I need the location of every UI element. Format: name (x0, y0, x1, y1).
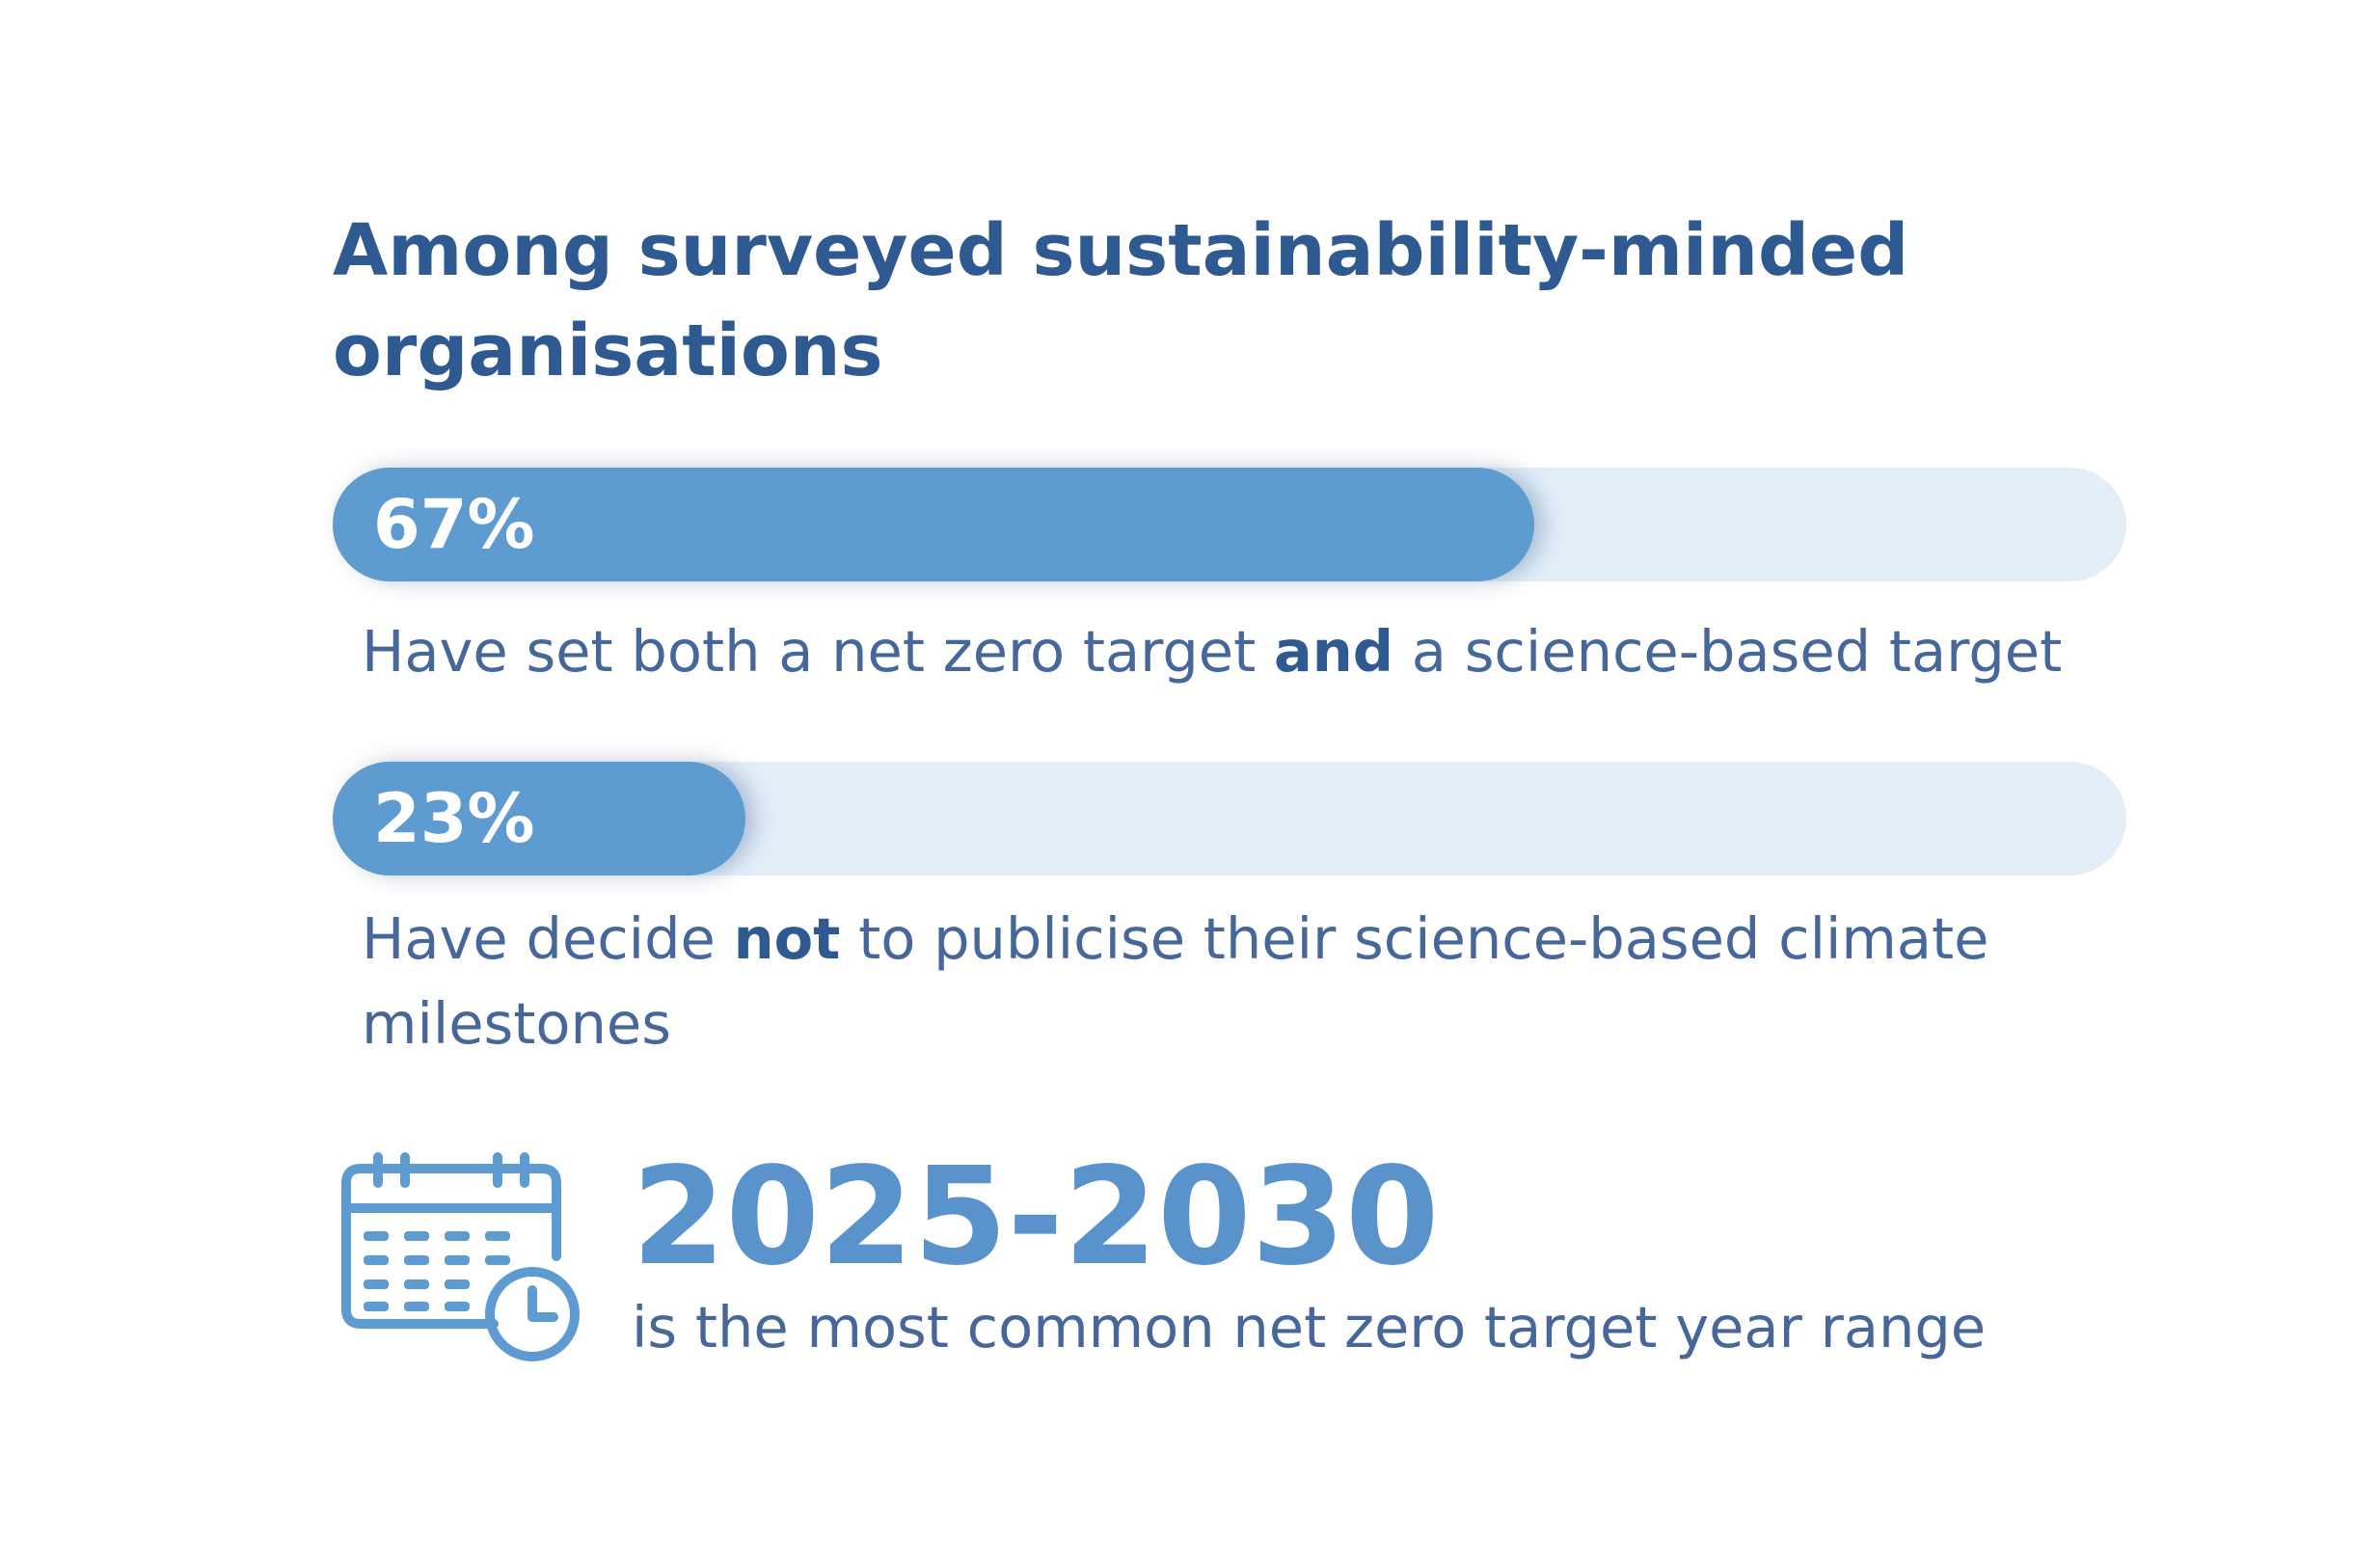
caption-text: to publicise their science-based climate… (362, 905, 1989, 1057)
stat-value: 23% (373, 779, 535, 858)
stat-caption: Have decide not to publicise their scien… (362, 897, 2069, 1066)
calendar-clock-icon (341, 1152, 580, 1361)
caption-text: Have decide (362, 905, 734, 972)
stat-value: 67% (373, 485, 535, 564)
target-year-range: 2025-2030 (632, 1139, 1440, 1296)
caption-text: a science-based target (1393, 618, 2063, 685)
page-title: Among surveyed sustainability-minded org… (333, 209, 1909, 392)
stat-bar-net-zero-and-sbt: 67% (333, 468, 2126, 581)
caption-emphasis: not (733, 905, 841, 972)
stat-caption: Have set both a net zero target and a sc… (362, 609, 2097, 694)
stat-bar-not-publicise: 23% (333, 762, 2126, 875)
stat-bar-fill (333, 762, 745, 875)
stat-bar-fill (333, 468, 1535, 581)
target-year-caption: is the most common net zero target year … (632, 1294, 1987, 1360)
caption-text: Have set both a net zero target (362, 618, 1274, 685)
caption-emphasis: and (1273, 618, 1394, 685)
